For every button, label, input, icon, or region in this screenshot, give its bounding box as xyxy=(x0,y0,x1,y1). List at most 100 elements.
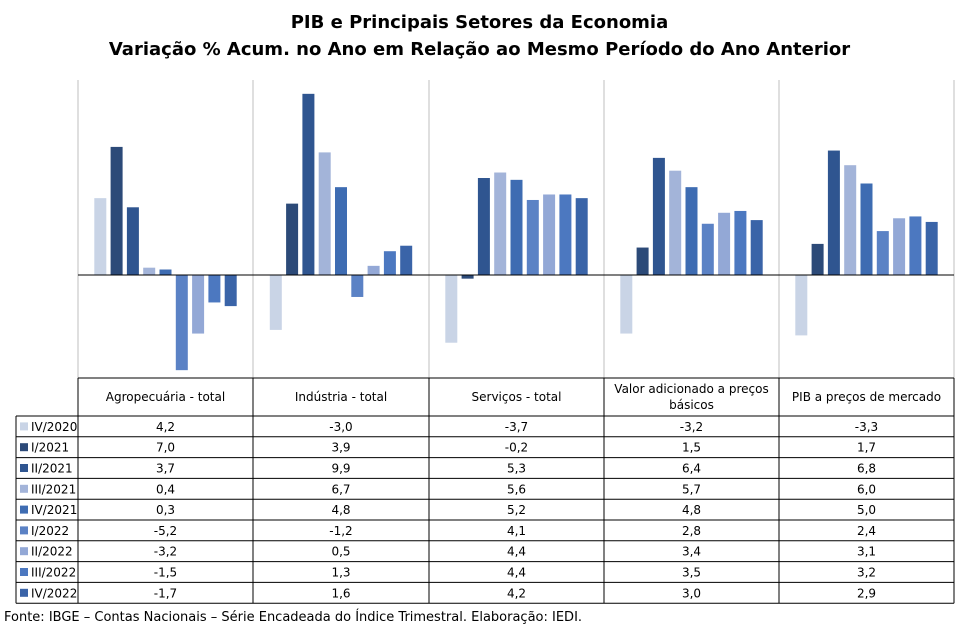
data-label: -1,2 xyxy=(329,524,352,538)
data-label: -0,2 xyxy=(505,441,528,455)
bar xyxy=(302,93,315,275)
source-note: Fonte: IBGE – Contas Nacionais – Série E… xyxy=(4,610,583,625)
bar xyxy=(175,275,188,371)
bar xyxy=(734,210,747,275)
bar xyxy=(208,275,221,303)
data-label: 3,4 xyxy=(682,545,701,559)
bar xyxy=(110,146,123,275)
data-label: -5,2 xyxy=(154,524,177,538)
category-label: Indústria - total xyxy=(295,390,387,404)
data-label: 2,8 xyxy=(682,524,701,538)
bar xyxy=(701,223,714,275)
bar xyxy=(367,265,380,275)
bar xyxy=(909,216,922,275)
legend-swatch xyxy=(20,588,28,597)
data-label: 5,7 xyxy=(682,482,701,496)
bar xyxy=(636,247,649,275)
bar xyxy=(652,157,665,275)
bar xyxy=(383,251,396,275)
legend-swatch xyxy=(20,484,28,493)
legend-label: II/2021 xyxy=(31,462,73,476)
data-label: 4,4 xyxy=(507,545,526,559)
bar xyxy=(827,150,840,275)
legend-label: I/2022 xyxy=(31,524,69,538)
data-label: 2,4 xyxy=(857,524,876,538)
bar xyxy=(876,231,889,275)
bar xyxy=(559,194,572,275)
bar xyxy=(510,179,523,275)
data-label: -3,7 xyxy=(505,420,528,434)
bar xyxy=(925,221,938,275)
data-label: 6,0 xyxy=(857,482,876,496)
data-label: 1,7 xyxy=(857,441,876,455)
data-label: 4,2 xyxy=(507,586,526,600)
bar xyxy=(94,198,107,275)
category-label: Serviços - total xyxy=(472,390,562,404)
data-label: 4,4 xyxy=(507,566,526,580)
data-label: 7,0 xyxy=(156,441,175,455)
legend-label: IV/2020 xyxy=(31,420,77,434)
legend-swatch xyxy=(20,547,28,556)
data-label: 1,6 xyxy=(331,586,350,600)
bar xyxy=(893,218,906,275)
bar xyxy=(811,243,824,275)
bar xyxy=(526,199,539,275)
legend-label: III/2021 xyxy=(31,482,76,496)
legend-label: II/2022 xyxy=(31,545,73,559)
legend-label: IV/2021 xyxy=(31,503,77,517)
data-label: 0,5 xyxy=(331,545,350,559)
bar xyxy=(351,275,364,297)
bar xyxy=(543,194,556,275)
legend-swatch xyxy=(20,443,28,452)
bar xyxy=(750,220,763,275)
legend-swatch xyxy=(20,526,28,535)
data-label: 5,0 xyxy=(857,503,876,517)
category-label: PIB a preços de mercado xyxy=(792,390,941,404)
data-label: 2,9 xyxy=(857,586,876,600)
data-label: 0,3 xyxy=(156,503,175,517)
bar xyxy=(445,275,458,343)
data-label: -1,7 xyxy=(154,586,177,600)
bar xyxy=(795,275,808,336)
data-label: 9,9 xyxy=(331,462,350,476)
bar xyxy=(685,187,698,275)
legend-swatch xyxy=(20,464,28,472)
chart-subtitle: Variação % Acum. no Ano em Relação ao Me… xyxy=(108,39,851,60)
data-label: 3,0 xyxy=(682,586,701,600)
bar xyxy=(159,269,172,275)
legend-swatch xyxy=(20,422,28,431)
bar xyxy=(318,152,331,275)
data-label: 5,6 xyxy=(507,482,526,496)
category-label: Valor adicionado a preços xyxy=(614,382,768,396)
data-label: 3,1 xyxy=(857,545,876,559)
legend-swatch xyxy=(20,505,28,514)
data-label: -3,2 xyxy=(680,420,703,434)
data-label: -1,5 xyxy=(154,566,177,580)
bar xyxy=(669,170,682,275)
data-label: 5,3 xyxy=(507,462,526,476)
bar xyxy=(143,267,156,275)
bar xyxy=(192,275,205,334)
bar xyxy=(461,275,474,279)
bar xyxy=(335,187,347,275)
bar xyxy=(477,178,490,275)
legend-label: III/2022 xyxy=(31,566,76,580)
data-label: 6,7 xyxy=(331,482,350,496)
bar xyxy=(718,212,731,275)
data-label: 3,9 xyxy=(331,441,350,455)
data-label: 3,5 xyxy=(682,566,701,580)
bar xyxy=(126,207,139,275)
data-label: 0,4 xyxy=(156,482,175,496)
legend-label: I/2021 xyxy=(31,441,69,455)
data-label: 3,2 xyxy=(857,566,876,580)
bar xyxy=(269,275,282,330)
bar xyxy=(286,203,299,275)
bar xyxy=(494,172,507,275)
data-label: 4,2 xyxy=(156,420,175,434)
data-label: 1,5 xyxy=(682,441,701,455)
bar xyxy=(844,165,857,275)
bar xyxy=(860,183,873,275)
bar xyxy=(575,198,588,275)
category-label: básicos xyxy=(669,398,714,412)
